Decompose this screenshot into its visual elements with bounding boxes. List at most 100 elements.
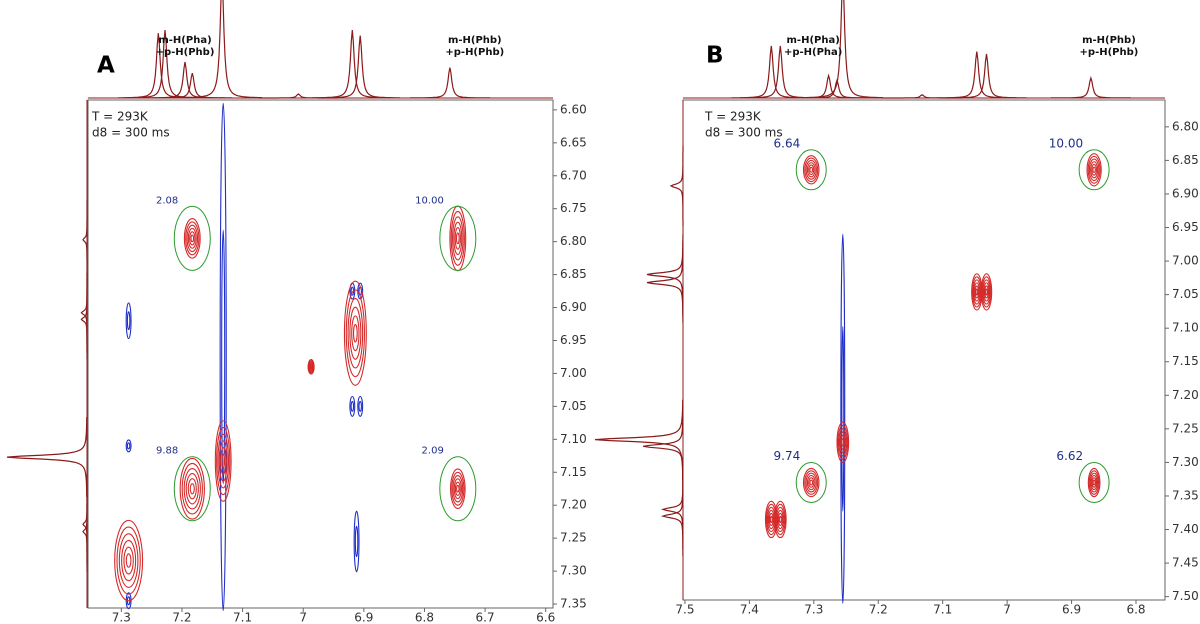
contour (1086, 153, 1102, 187)
side-trace-peak (6, 417, 88, 498)
contour (125, 553, 132, 568)
plot-frame (87, 99, 554, 609)
contour (1092, 479, 1096, 486)
contour (1088, 470, 1100, 495)
contour (185, 221, 200, 256)
contour (1087, 467, 1101, 498)
x-tick-label: 7.2 (172, 611, 191, 624)
contour (186, 224, 199, 253)
negative-peak (125, 302, 132, 340)
contour (125, 302, 132, 340)
positive-peak (1087, 467, 1101, 498)
negative-peak (353, 510, 360, 573)
positive-peak (802, 155, 820, 185)
negative-peak (349, 395, 356, 417)
contour (805, 472, 817, 493)
top-trace-peak (946, 53, 1027, 99)
y-tick-label: 6.80 (1172, 119, 1199, 133)
contour (1091, 163, 1098, 176)
integral-label: 6.64 (774, 136, 801, 150)
contour (452, 216, 464, 261)
contour (219, 102, 227, 612)
contour (806, 474, 816, 491)
y-tick-label: 6.90 (1172, 186, 1199, 200)
contour (190, 234, 195, 243)
projection-label-anchor: m-H(Pha) (787, 35, 840, 46)
integral-label: 6.62 (1056, 449, 1083, 463)
x-tick-label: 7.3 (112, 611, 131, 624)
contour (114, 519, 144, 602)
top-trace-peak (182, 0, 262, 99)
contour (185, 473, 199, 505)
condition: T = 293K (91, 110, 149, 124)
side-trace-peak (642, 406, 684, 487)
positive-peak (114, 519, 144, 602)
y-tick-label: 7.35 (1172, 488, 1199, 502)
x-tick-label: 7 (1003, 603, 1011, 617)
y-tick-label: 6.70 (560, 168, 587, 182)
x-tick-label: 7.1 (933, 603, 952, 617)
contour (183, 218, 201, 259)
contour (187, 227, 197, 249)
side-trace-peak (80, 279, 88, 360)
y-tick-label: 6.65 (560, 135, 587, 149)
contour (841, 325, 845, 512)
x-tick-label: 7.1 (233, 611, 252, 624)
contour (118, 533, 139, 588)
contour (1087, 155, 1101, 184)
contour (181, 462, 203, 515)
y-tick-label: 7.25 (1172, 421, 1199, 435)
integral-circle (795, 462, 827, 504)
positive-peak (183, 218, 201, 259)
contour (452, 475, 464, 503)
contour (449, 468, 466, 510)
positive-peak (307, 359, 315, 375)
contour (453, 478, 463, 500)
projection-label: +p-H(Pha) (784, 47, 842, 58)
contour (350, 400, 355, 412)
x-tick-label: 7 (299, 611, 307, 624)
contour (126, 442, 131, 450)
contour (349, 395, 356, 417)
contour (357, 395, 364, 417)
contour (116, 526, 141, 595)
projection-label-anchor: m-H(Phb) (448, 35, 502, 46)
negative-peak (357, 395, 364, 417)
condition: d8 = 300 ms (705, 126, 783, 140)
contour (983, 282, 990, 302)
contour (1088, 158, 1100, 182)
y-tick-label: 7.45 (1172, 556, 1199, 570)
side-trace-peak (82, 491, 88, 572)
side-trace-peak (660, 476, 684, 557)
y-tick-label: 6.85 (560, 267, 587, 281)
side-trace-peak (669, 145, 684, 226)
integral-label: 10.00 (1049, 136, 1083, 150)
y-tick-label: 7.00 (1172, 254, 1199, 268)
contour (981, 276, 992, 308)
contour (217, 433, 229, 489)
top-trace-peak (320, 35, 401, 99)
panel-label: B (706, 43, 724, 69)
x-tick-label: 7.5 (675, 603, 694, 617)
contour (808, 477, 815, 488)
negative-peak (219, 102, 227, 612)
contour (214, 420, 232, 502)
contour (806, 162, 816, 178)
contour (1092, 166, 1096, 174)
positive-peak (836, 421, 850, 463)
y-tick-label: 7.25 (560, 531, 587, 545)
y-tick-label: 7.30 (1172, 455, 1199, 469)
negative-peak (840, 233, 846, 604)
integral-circle (173, 456, 211, 522)
side-trace-peak (646, 242, 684, 323)
contour (221, 453, 226, 469)
contour (972, 279, 981, 305)
contour (349, 306, 362, 360)
contour (454, 227, 461, 250)
positive-peak (179, 457, 205, 520)
contour (768, 512, 774, 527)
positive-peak (343, 280, 367, 386)
contour (802, 155, 820, 185)
projection-label: +p-H(Phb) (1080, 47, 1139, 58)
